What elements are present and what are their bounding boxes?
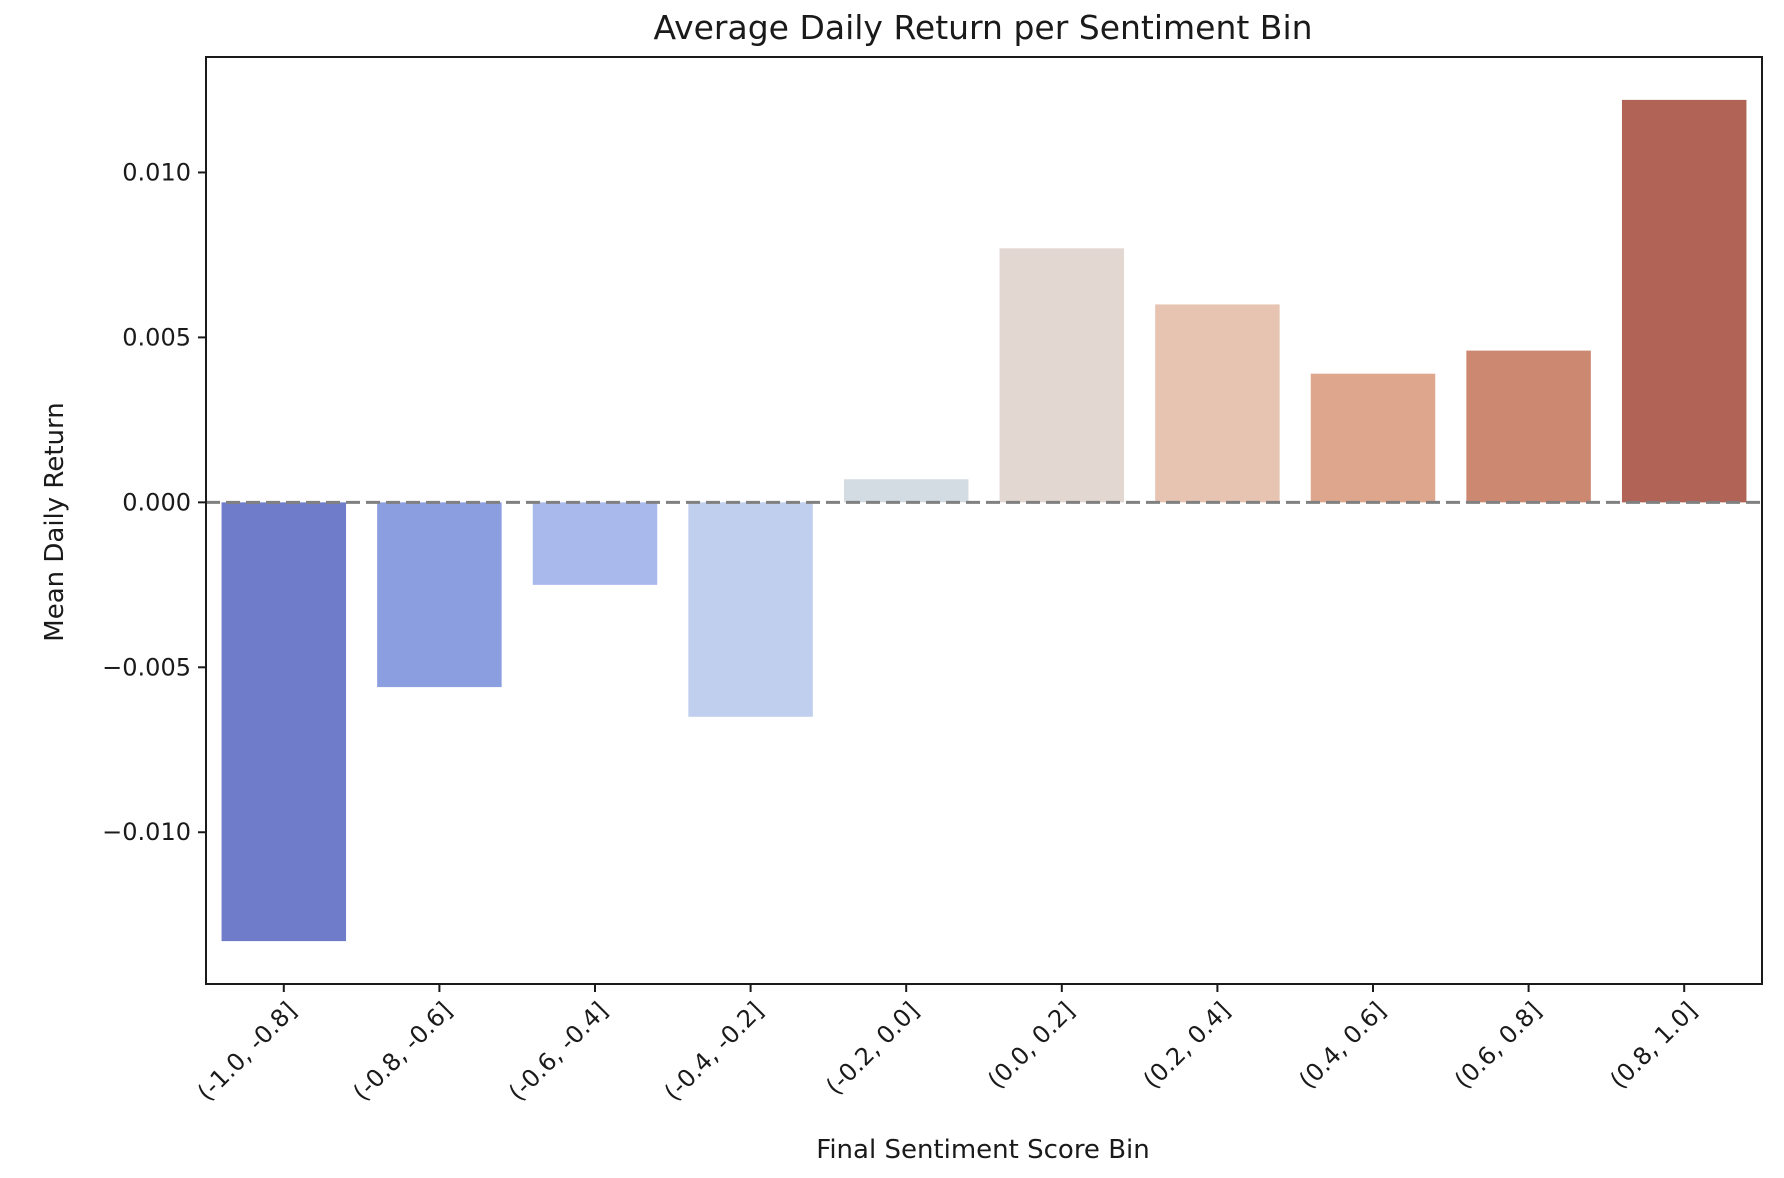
- y-tick-label: −0.005: [102, 653, 191, 681]
- bar-5: [999, 248, 1125, 503]
- y-axis-label: Mean Daily Return: [40, 402, 70, 641]
- bar-3: [688, 502, 813, 717]
- bars-group: [221, 99, 1747, 942]
- plot-frame: [205, 56, 1763, 985]
- x-axis-label: Final Sentiment Score Bin: [816, 1135, 1149, 1165]
- y-ticks-group: −0.010 −0.005 0.000 0.005 0.010: [102, 158, 206, 846]
- y-tick-label: −0.010: [102, 818, 191, 846]
- chart-title: Average Daily Return per Sentiment Bin: [653, 8, 1312, 47]
- bar-0: [221, 502, 347, 942]
- bar-4: [843, 479, 969, 503]
- bar-2: [532, 502, 658, 585]
- bar-6: [1155, 304, 1280, 503]
- y-tick-label: 0.005: [122, 323, 191, 351]
- bar-7: [1310, 373, 1436, 503]
- bar-9: [1621, 99, 1747, 503]
- bar-1: [377, 502, 502, 688]
- y-tick-label: 0.010: [122, 158, 191, 186]
- bar-8: [1466, 350, 1591, 503]
- y-tick-label: 0.000: [122, 488, 191, 516]
